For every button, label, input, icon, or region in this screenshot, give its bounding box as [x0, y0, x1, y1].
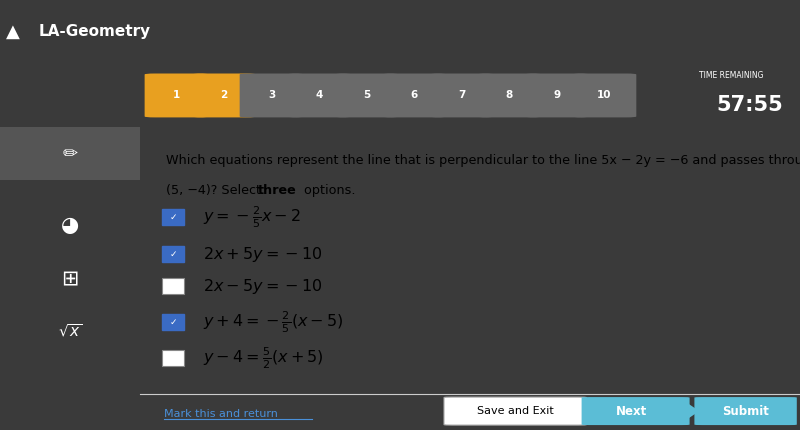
Text: $\sqrt{x}$: $\sqrt{x}$: [58, 323, 82, 340]
Text: 10: 10: [597, 90, 611, 101]
Text: 7: 7: [458, 90, 466, 101]
Text: ✓: ✓: [170, 213, 177, 222]
Text: 9: 9: [554, 90, 560, 101]
Text: 1: 1: [173, 90, 180, 101]
Text: LA-Geometry: LA-Geometry: [38, 25, 150, 39]
Text: 6: 6: [410, 90, 418, 101]
Text: 5: 5: [363, 90, 370, 101]
FancyBboxPatch shape: [287, 74, 351, 117]
Text: Which equations represent the line that is perpendicular to the line 5x − 2y = −: Which equations represent the line that …: [166, 154, 800, 167]
Text: ⊞: ⊞: [62, 268, 78, 288]
Text: 3: 3: [268, 90, 275, 101]
FancyBboxPatch shape: [572, 74, 636, 117]
Text: three: three: [258, 184, 296, 197]
FancyBboxPatch shape: [162, 314, 183, 330]
Text: (5, −4)? Select: (5, −4)? Select: [166, 184, 266, 197]
FancyBboxPatch shape: [192, 74, 256, 117]
Text: 2: 2: [221, 90, 228, 101]
FancyBboxPatch shape: [0, 127, 140, 180]
FancyBboxPatch shape: [478, 74, 542, 117]
Text: ✓: ✓: [170, 250, 177, 259]
Polygon shape: [679, 397, 699, 425]
Text: ◕: ◕: [61, 215, 79, 235]
FancyBboxPatch shape: [334, 74, 398, 117]
Text: ▲: ▲: [6, 23, 20, 41]
Text: $y - 4 = \frac{5}{2}(x + 5)$: $y - 4 = \frac{5}{2}(x + 5)$: [202, 345, 323, 371]
Text: Save and Exit: Save and Exit: [477, 406, 554, 416]
FancyBboxPatch shape: [430, 74, 494, 117]
FancyBboxPatch shape: [162, 278, 183, 294]
FancyBboxPatch shape: [582, 397, 690, 425]
FancyBboxPatch shape: [525, 74, 589, 117]
Text: ✓: ✓: [170, 317, 177, 326]
FancyBboxPatch shape: [694, 397, 797, 425]
FancyBboxPatch shape: [444, 397, 586, 425]
Text: TIME REMAINING: TIME REMAINING: [699, 71, 764, 80]
FancyBboxPatch shape: [145, 74, 209, 117]
Text: 57:55: 57:55: [717, 95, 783, 115]
FancyBboxPatch shape: [162, 246, 183, 262]
Text: Submit: Submit: [722, 405, 769, 418]
FancyBboxPatch shape: [162, 350, 183, 366]
Text: options.: options.: [300, 184, 356, 197]
FancyBboxPatch shape: [240, 74, 304, 117]
Text: $2x - 5y = -10$: $2x - 5y = -10$: [202, 277, 322, 296]
Text: Mark this and return: Mark this and return: [164, 409, 278, 419]
Text: $y = -\frac{2}{5}x - 2$: $y = -\frac{2}{5}x - 2$: [202, 204, 301, 230]
Text: ✏: ✏: [62, 145, 78, 163]
Text: 4: 4: [315, 90, 323, 101]
Text: $y + 4 = -\frac{2}{5}(x - 5)$: $y + 4 = -\frac{2}{5}(x - 5)$: [202, 309, 343, 335]
Text: 8: 8: [506, 90, 513, 101]
Text: $2x + 5y = -10$: $2x + 5y = -10$: [202, 245, 322, 264]
Text: Next: Next: [616, 405, 647, 418]
FancyBboxPatch shape: [382, 74, 446, 117]
FancyBboxPatch shape: [162, 209, 183, 225]
